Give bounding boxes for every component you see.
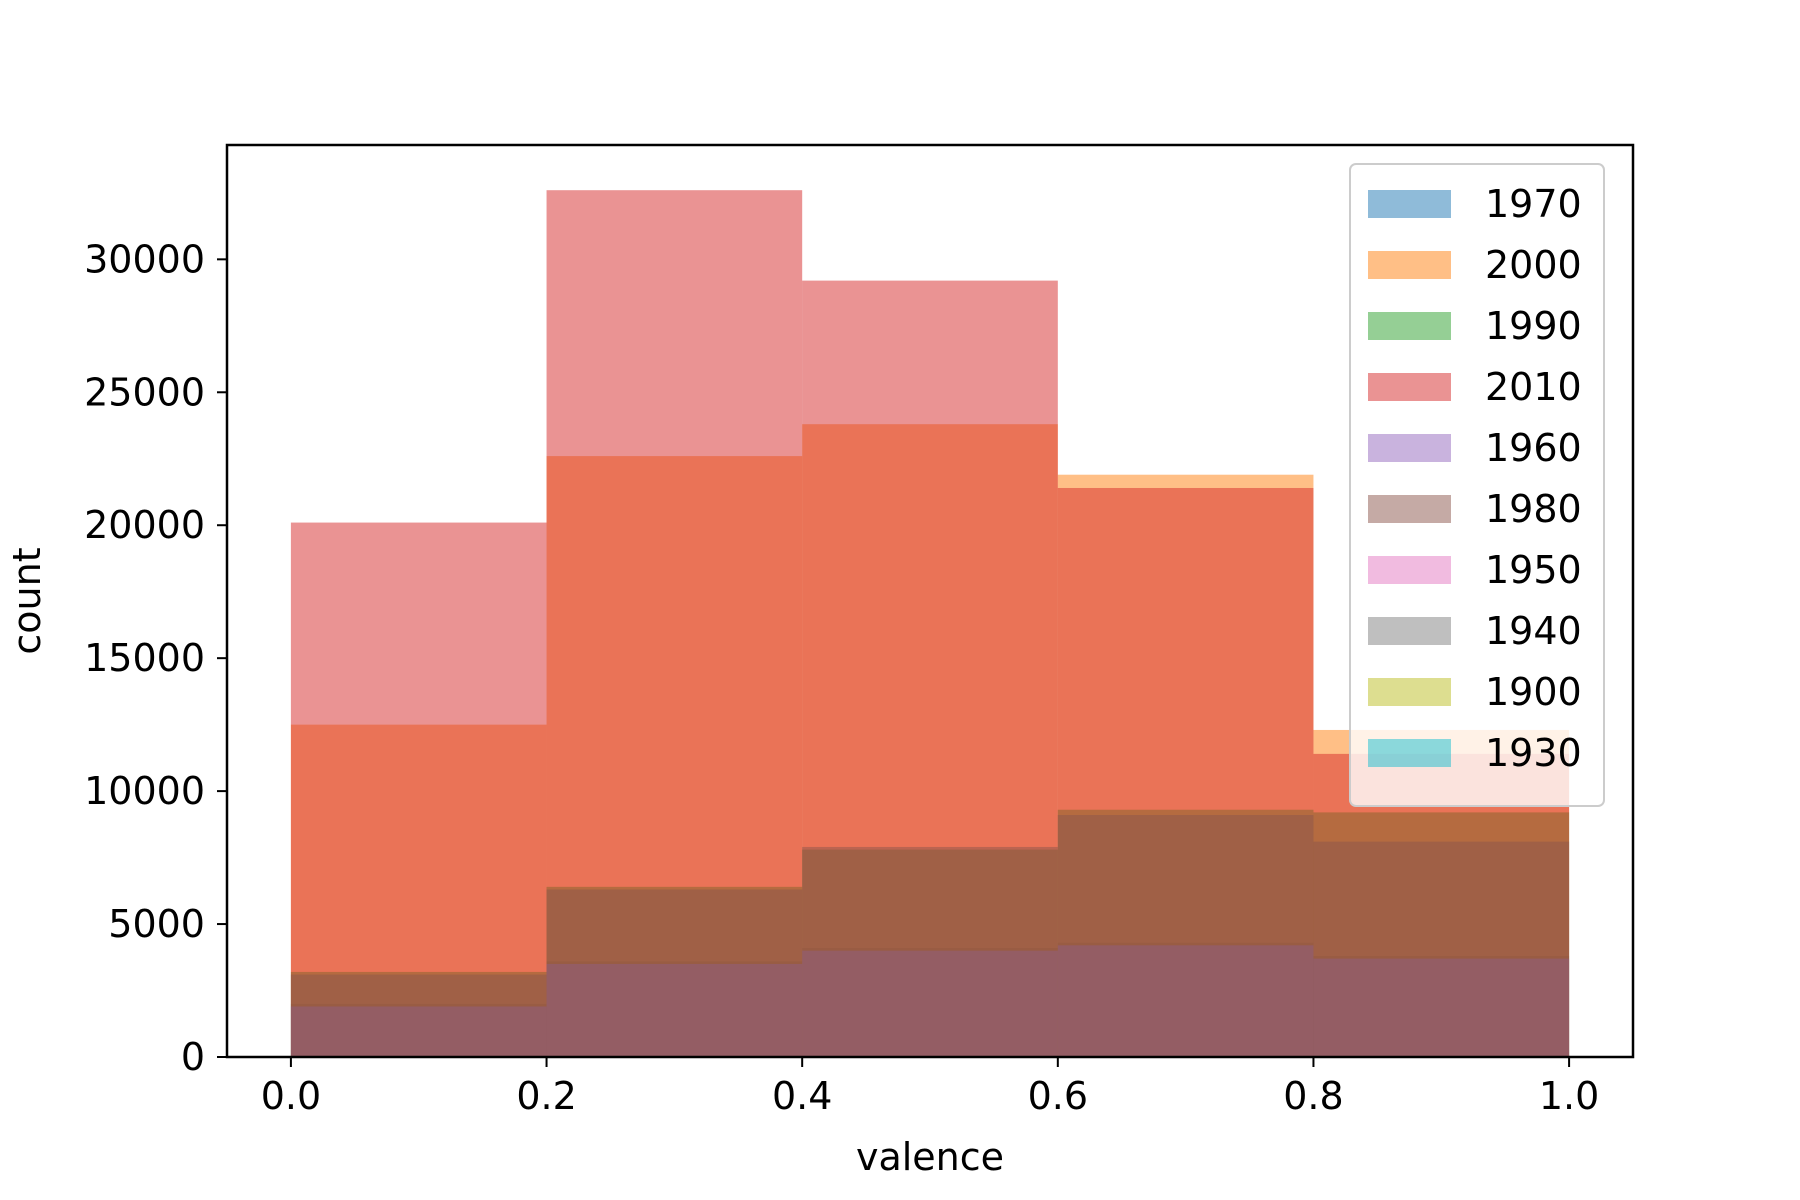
x-tick-label: 0.6 [1028, 1074, 1088, 1118]
legend-label-1940: 1940 [1485, 609, 1582, 653]
x-axis-ticks: 0.0 0.2 0.4 0.6 0.8 1.0 [261, 1057, 1599, 1118]
legend-swatch-1930 [1368, 739, 1451, 767]
legend-swatch-1980 [1368, 495, 1451, 523]
legend-label-1950: 1950 [1485, 548, 1582, 592]
x-tick-label: 0.0 [261, 1074, 321, 1118]
legend-swatch-1960 [1368, 434, 1451, 462]
y-axis-ticks: 0 5000 10000 15000 20000 25000 30000 [84, 237, 227, 1079]
y-tick-label: 20000 [84, 503, 205, 547]
legend-swatch-1950 [1368, 556, 1451, 584]
legend-swatch-2000 [1368, 251, 1451, 279]
legend-label-1980: 1980 [1485, 487, 1582, 531]
bar-1980-bin-0 [290, 974, 547, 1057]
x-tick-label: 1.0 [1539, 1074, 1599, 1118]
y-tick-label: 25000 [84, 370, 205, 414]
legend-swatch-1970 [1368, 190, 1451, 218]
bars-layer [290, 190, 1570, 1057]
bar-1980-bin-4 [1313, 841, 1570, 1057]
legend-label-1960: 1960 [1485, 426, 1582, 470]
x-tick-label: 0.2 [516, 1074, 576, 1118]
legend-label-1900: 1900 [1485, 670, 1582, 714]
x-axis-label: valence [856, 1135, 1004, 1179]
legend-swatch-1990 [1368, 312, 1451, 340]
legend-label-1970: 1970 [1485, 182, 1582, 226]
bar-1980-bin-3 [1057, 815, 1314, 1057]
legend: 1970 2000 1990 2010 1960 1980 1950 1940 1900 1930 [1349, 163, 1605, 807]
legend-label-1930: 1930 [1485, 731, 1582, 775]
y-tick-label: 15000 [84, 636, 205, 680]
y-axis-label: count [5, 547, 49, 654]
x-tick-label: 0.8 [1283, 1074, 1343, 1118]
y-tick-label: 30000 [84, 237, 205, 281]
legend-swatch-1940 [1368, 617, 1451, 645]
bar-1980-bin-2 [802, 846, 1058, 1057]
y-tick-label: 10000 [84, 769, 205, 813]
legend-swatch-2010 [1368, 373, 1451, 401]
plot-frame [225, 143, 1635, 1059]
y-tick-label: 0 [181, 1035, 205, 1079]
legend-label-2010: 2010 [1485, 365, 1582, 409]
y-tick-label: 5000 [108, 902, 205, 946]
legend-label-1990: 1990 [1485, 304, 1582, 348]
bar-2010-bin-0 [290, 522, 547, 1057]
legend-label-2000: 2000 [1485, 243, 1582, 287]
bar-1980-bin-1 [546, 889, 803, 1057]
x-tick-label: 0.4 [772, 1074, 832, 1118]
legend-swatch-1900 [1368, 678, 1451, 706]
